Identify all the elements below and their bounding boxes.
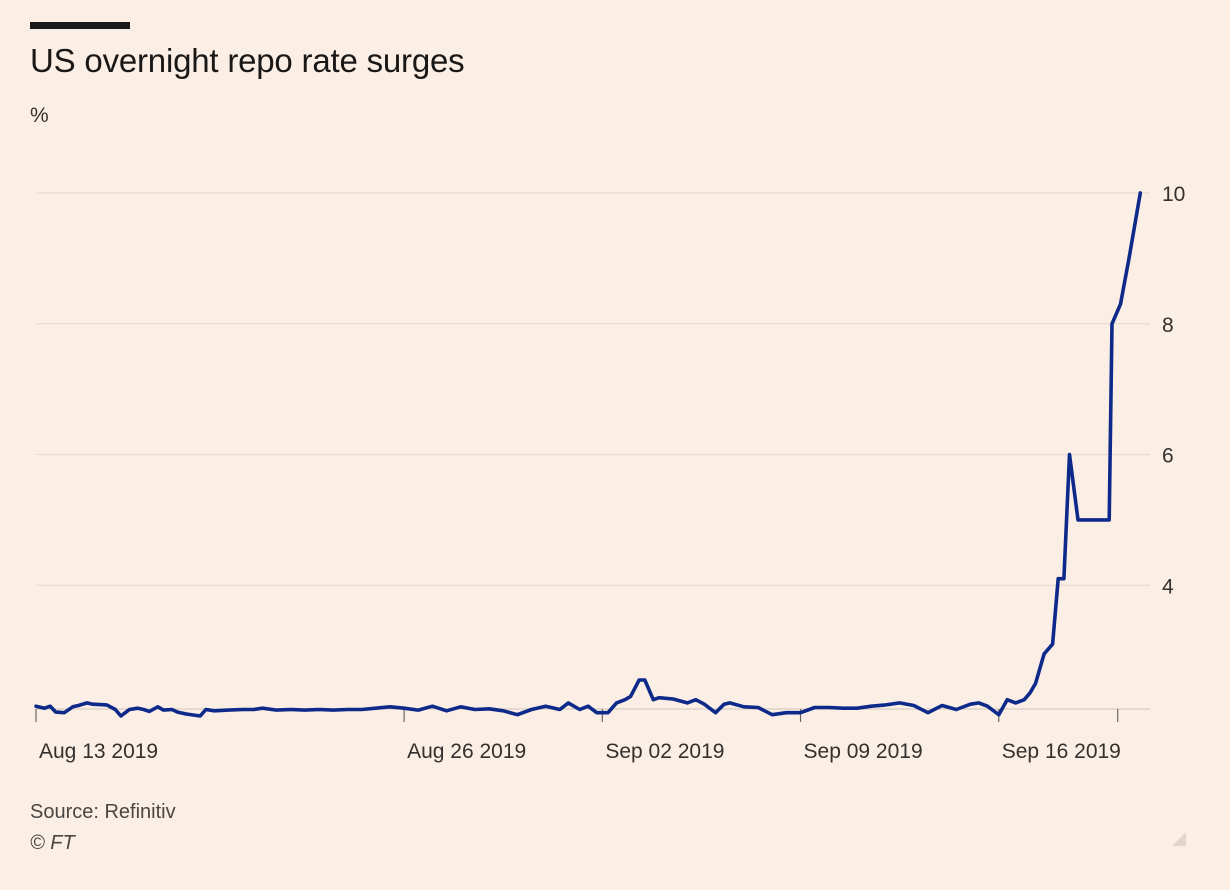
y-axis-unit: % <box>30 104 49 127</box>
source-note: Source: Refinitiv <box>30 801 176 823</box>
x-tick-label: Sep 02 2019 <box>605 740 724 763</box>
x-tick-label: Sep 09 2019 <box>804 740 923 763</box>
resize-corner-icon <box>1172 832 1186 846</box>
chart-title: US overnight repo rate surges <box>30 42 465 79</box>
x-tick-label: Sep 16 2019 <box>1002 740 1121 763</box>
repo-rate-series-line <box>34 191 1143 718</box>
y-tick-label: 6 <box>1162 445 1174 468</box>
y-tick-label: 10 <box>1162 183 1185 206</box>
copyright-note: © FT <box>30 832 75 854</box>
title-rule <box>30 22 130 29</box>
x-tick-label: Aug 13 2019 <box>39 740 158 763</box>
x-tick-label: Aug 26 2019 <box>407 740 526 763</box>
y-tick-label: 4 <box>1162 575 1174 598</box>
y-tick-label: 8 <box>1162 314 1174 337</box>
